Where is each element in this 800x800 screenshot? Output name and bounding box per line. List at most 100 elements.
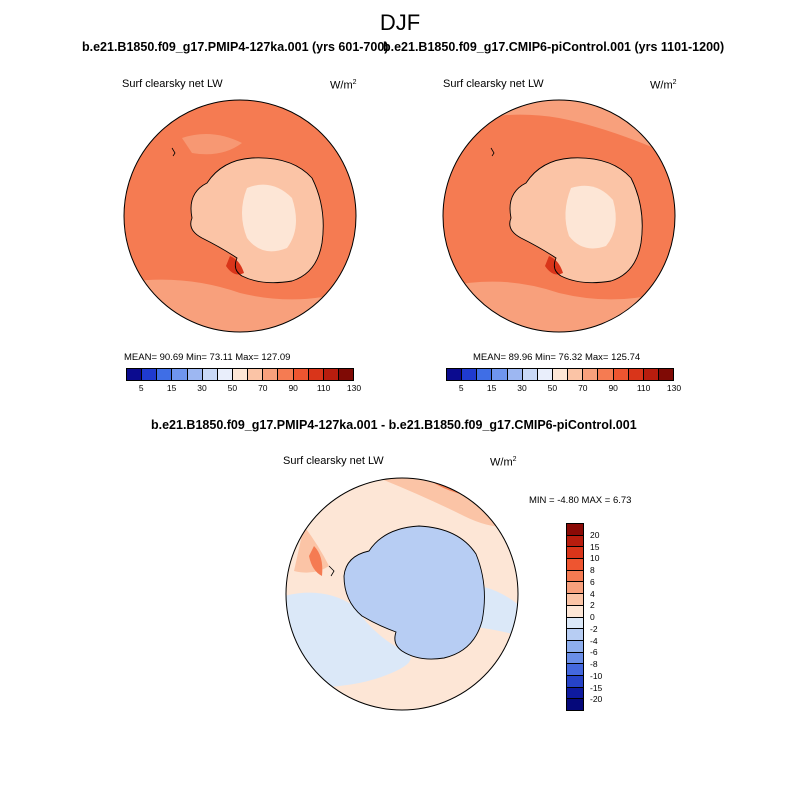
colorbar-tick-label: 0 xyxy=(590,612,595,622)
left-stats: MEAN= 90.69 Min= 73.11 Max= 127.09 xyxy=(124,352,291,363)
colorbar-swatch xyxy=(447,369,463,380)
right-colorbar-swatches xyxy=(446,368,674,381)
colorbar-swatch xyxy=(507,369,523,380)
colorbar-swatch xyxy=(567,687,583,700)
right-panel-title: b.e21.B1850.f09_g17.CMIP6-piControl.001 … xyxy=(383,40,725,54)
colorbar-tick-label: 50 xyxy=(227,383,238,393)
colorbar-swatch xyxy=(338,369,354,380)
colorbar-swatch xyxy=(567,605,583,618)
right-units: W/m2 xyxy=(650,79,677,92)
colorbar-tick-label: 110 xyxy=(636,383,651,393)
colorbar-swatch xyxy=(568,369,584,380)
diff-panel-title: b.e21.B1850.f09_g17.PMIP4-127ka.001 - b.… xyxy=(151,418,637,432)
right-stats: MEAN= 89.96 Min= 76.32 Max= 125.74 xyxy=(473,352,641,363)
diff-colorbar-ticks: 20 15 10 8 6 4 2 0 -2 -4 -6 -8 -10 -15 -20 xyxy=(590,523,620,711)
colorbar-swatch xyxy=(567,535,583,548)
colorbar-swatch xyxy=(583,369,599,380)
colorbar-swatch xyxy=(477,369,493,380)
colorbar-swatch xyxy=(492,369,508,380)
colorbar-swatch xyxy=(628,369,644,380)
colorbar-tick-label: 30 xyxy=(517,383,527,393)
colorbar-tick-label: 30 xyxy=(197,383,207,393)
diff-units: W/m2 xyxy=(490,456,517,469)
colorbar-tick-label: 130 xyxy=(346,383,362,393)
colorbar-swatch xyxy=(248,369,264,380)
diff-colorbar-swatches xyxy=(566,523,584,711)
colorbar-tick-label: 10 xyxy=(590,553,600,564)
colorbar-tick-label: 8 xyxy=(590,565,595,575)
colorbar-swatch xyxy=(278,369,294,380)
colorbar-tick-label: 90 xyxy=(608,383,618,393)
left-panel-title: b.e21.B1850.f09_g17.PMIP4-127ka.001 (yrs… xyxy=(82,40,389,54)
colorbar-tick-label: 2 xyxy=(590,600,595,611)
colorbar-tick-label: -2 xyxy=(590,623,598,634)
left-colorbar-ticks: 5 15 30 50 70 90 110 130 xyxy=(126,381,361,393)
right-variable-label: Surf clearsky net LW xyxy=(443,78,544,90)
colorbar-tick-label: 15 xyxy=(590,541,600,552)
colorbar-tick-label: 70 xyxy=(578,383,588,393)
colorbar-swatch xyxy=(187,369,203,380)
colorbar-tick-label: 15 xyxy=(166,383,177,393)
colorbar-swatch xyxy=(567,699,583,710)
colorbar-tick-label: -8 xyxy=(590,659,598,669)
colorbar-swatch xyxy=(293,369,309,380)
colorbar-swatch xyxy=(598,369,614,380)
colorbar-swatch xyxy=(142,369,158,380)
colorbar-tick-label: -15 xyxy=(590,682,603,693)
colorbar-tick-label: 5 xyxy=(458,383,464,393)
left-units: W/m2 xyxy=(330,79,357,92)
colorbar-swatch xyxy=(643,369,659,380)
colorbar-tick-label: -20 xyxy=(590,694,603,705)
colorbar-swatch xyxy=(522,369,538,380)
colorbar-swatch xyxy=(127,369,143,380)
colorbar-swatch xyxy=(537,369,553,380)
colorbar-tick-label: 130 xyxy=(666,383,682,393)
colorbar-swatch xyxy=(567,547,583,560)
colorbar-tick-label: -4 xyxy=(590,635,598,646)
colorbar-swatch xyxy=(462,369,478,380)
diff-variable-label: Surf clearsky net LW xyxy=(283,455,384,467)
colorbar-tick-label: 20 xyxy=(590,529,600,540)
right-polar-map xyxy=(442,99,676,333)
colorbar-tick-label: -6 xyxy=(590,647,598,658)
colorbar-swatch xyxy=(567,617,583,630)
left-colorbar: 5 15 30 50 70 90 110 130 xyxy=(126,368,361,393)
diff-polar-map xyxy=(285,477,519,711)
colorbar-tick-label: 5 xyxy=(138,383,144,393)
colorbar-swatch xyxy=(567,582,583,595)
colorbar-swatch xyxy=(552,369,569,380)
left-variable-label: Surf clearsky net LW xyxy=(122,78,223,90)
colorbar-swatch xyxy=(323,369,339,380)
colorbar-swatch xyxy=(308,369,324,380)
right-colorbar: 5 15 30 50 70 90 110 130 xyxy=(446,368,681,393)
colorbar-tick-label: 6 xyxy=(590,576,595,587)
colorbar-swatch xyxy=(567,640,583,653)
colorbar-swatch xyxy=(202,369,218,380)
right-colorbar-ticks: 5 15 30 50 70 90 110 130 xyxy=(446,381,681,393)
colorbar-swatch xyxy=(567,664,583,676)
colorbar-swatch xyxy=(567,675,583,688)
main-title: DJF xyxy=(379,10,421,35)
colorbar-tick-label: 90 xyxy=(288,383,298,393)
colorbar-swatch xyxy=(567,652,583,665)
diff-stats: MIN = -4.80 MAX = 6.73 xyxy=(529,495,632,506)
colorbar-swatch xyxy=(157,369,173,380)
colorbar-tick-label: 4 xyxy=(590,588,595,599)
colorbar-tick-label: -10 xyxy=(590,670,603,681)
colorbar-swatch xyxy=(613,369,629,380)
colorbar-swatch xyxy=(567,629,583,641)
colorbar-tick-label: 70 xyxy=(258,383,268,393)
colorbar-swatch xyxy=(658,369,674,380)
colorbar-swatch xyxy=(263,369,279,380)
colorbar-tick-label: 50 xyxy=(547,383,558,393)
colorbar-swatch xyxy=(567,559,583,571)
colorbar-tick-label: 110 xyxy=(316,383,331,393)
colorbar-swatch xyxy=(232,369,249,380)
left-polar-map xyxy=(123,99,357,333)
diff-colorbar xyxy=(566,523,584,711)
colorbar-swatch xyxy=(567,524,583,536)
colorbar-swatch xyxy=(217,369,233,380)
colorbar-tick-label: 15 xyxy=(486,383,497,393)
colorbar-swatch xyxy=(567,570,583,583)
colorbar-swatch xyxy=(172,369,188,380)
